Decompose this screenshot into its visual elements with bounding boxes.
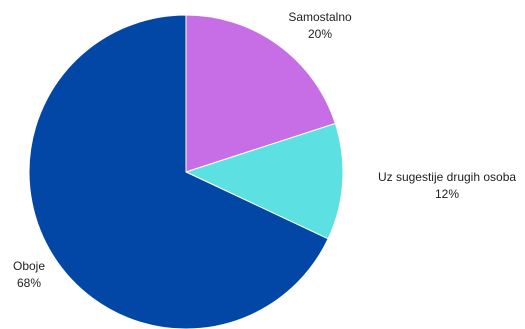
slice-label-group-samostalno: Samostalno 20% [288, 10, 352, 41]
slice-label-group-uz-sugestije-drugih-osoba: Uz sugestije drugih osoba 12% [378, 170, 516, 201]
pie-slice-oboje [28, 14, 329, 329]
slice-label: Samostalno [288, 10, 352, 24]
slice-label-group-oboje: Oboje 68% [13, 259, 45, 290]
slice-value-label: 20% [308, 27, 332, 41]
pie-labels: Samostalno 20% Uz sugestije drugih osoba 12… [13, 10, 516, 290]
slice-label: Uz sugestije drugih osoba [378, 170, 516, 184]
pie-slice-uz-sugestije-drugih-osoba [184, 122, 344, 240]
pie-slice-samostalno [185, 14, 336, 173]
pie-slices [28, 14, 344, 329]
slice-value-label: 68% [17, 276, 41, 290]
slice-label: Oboje [13, 259, 45, 273]
slice-value-label: 12% [435, 187, 459, 201]
